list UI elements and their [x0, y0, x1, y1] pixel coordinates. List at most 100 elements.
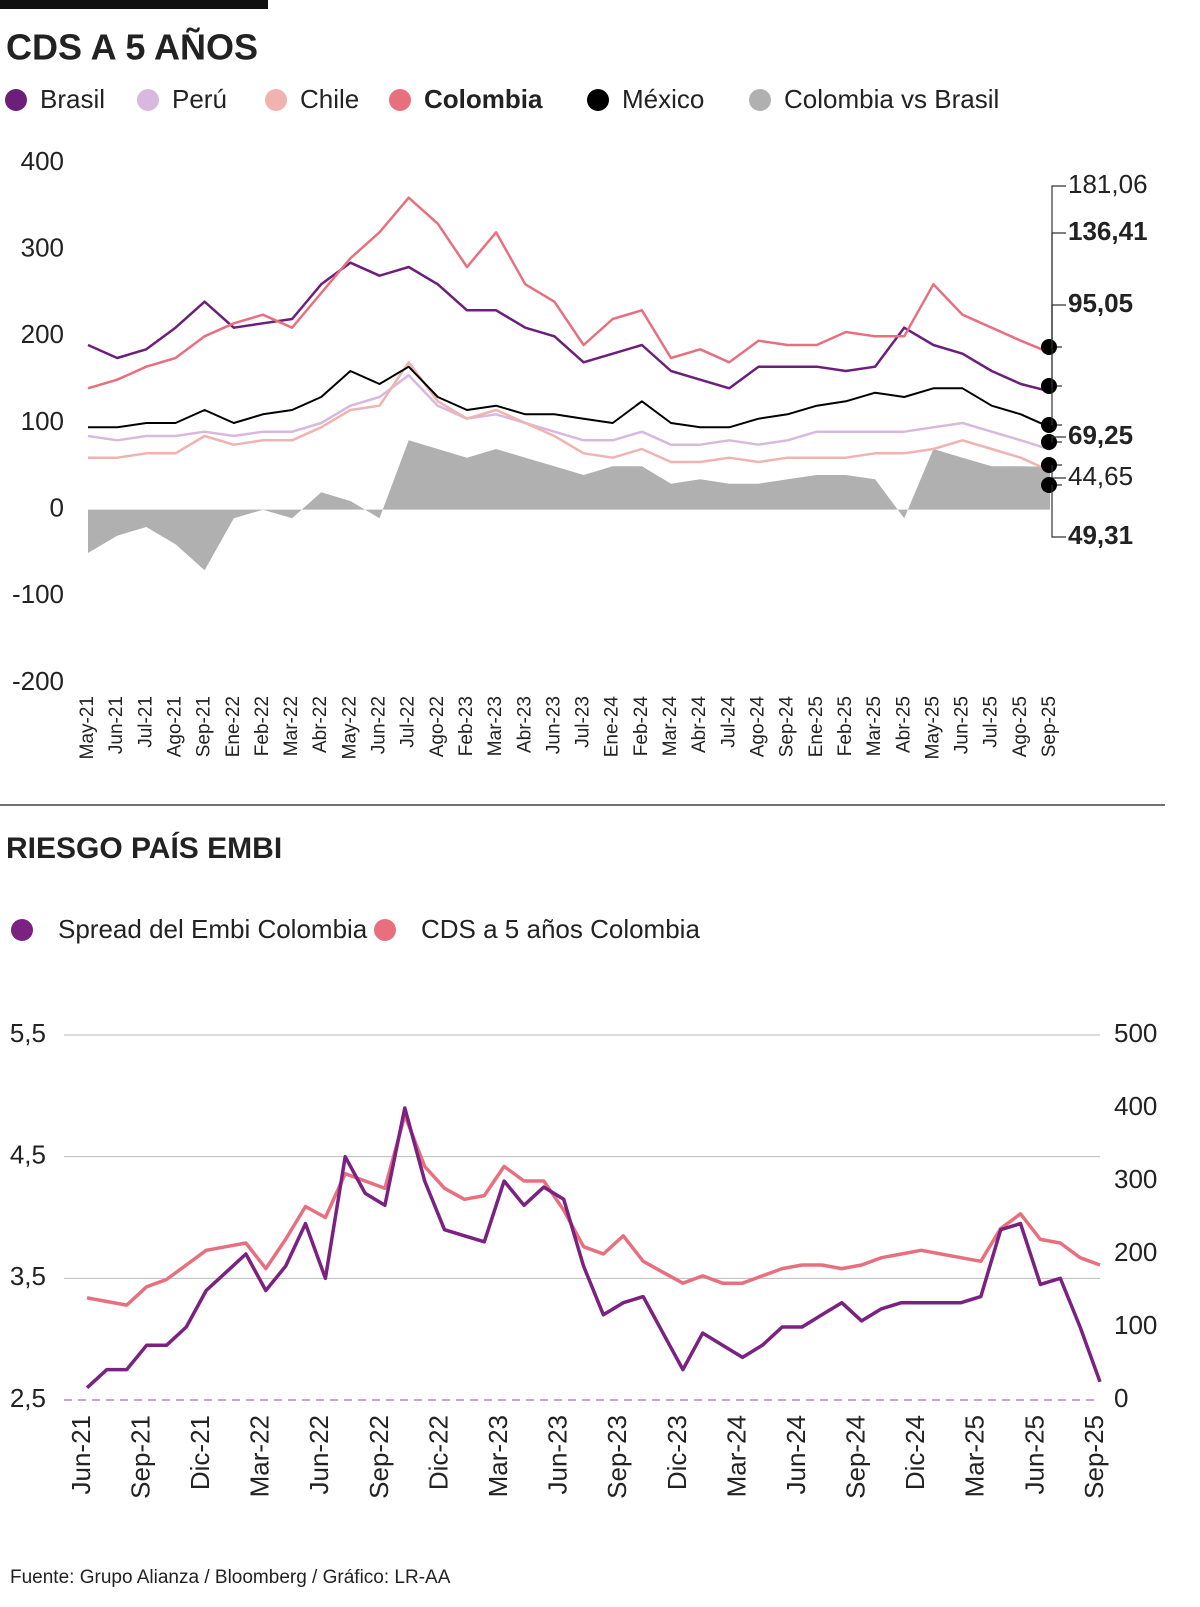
- x-tick-label: Dic-21: [185, 1415, 215, 1490]
- legend-label: Brasil: [40, 84, 105, 114]
- x-tick-label: Sep-25: [1039, 696, 1060, 757]
- y2-tick-label: 100: [1114, 1310, 1157, 1340]
- line: [87, 374, 1051, 451]
- leader-line: [1051, 185, 1066, 348]
- x-tick-label: Ago-21: [164, 696, 185, 757]
- legend-label: Spread del Embi Colombia: [58, 914, 368, 944]
- x-tick-label: Jun-25: [1019, 1415, 1049, 1495]
- x-tick-label: Feb-22: [252, 696, 273, 756]
- x-tick-label: Sep-21: [125, 1415, 155, 1499]
- x-tick-label: Sep-21: [194, 696, 215, 757]
- source: Fuente: Grupo Alianza / Bloomberg / Gráf…: [10, 1567, 451, 1588]
- y-tick-label: 5,5: [10, 1018, 46, 1048]
- legend-label: Chile: [300, 84, 359, 114]
- x-tick-label: Jun-24: [781, 1415, 811, 1495]
- value-label: 69,25: [1068, 420, 1133, 450]
- x-tick-label: Jun-25: [952, 696, 973, 754]
- y-tick-label: -200: [12, 666, 64, 696]
- leader-line: [1051, 436, 1066, 443]
- legend-swatch: [5, 89, 27, 111]
- x-tick-label: Abr-22: [310, 696, 331, 753]
- x-tick-label: May-25: [922, 696, 943, 759]
- legend-swatch: [265, 89, 287, 111]
- legend-label: Perú: [172, 84, 227, 114]
- x-tick-label: Sep-24: [841, 1415, 871, 1499]
- x-tick-label: Feb-23: [456, 696, 477, 756]
- y2-tick-label: 300: [1114, 1164, 1157, 1194]
- line: [87, 196, 1051, 390]
- y2-tick-label: 200: [1114, 1237, 1157, 1267]
- end-dot: [1041, 378, 1057, 394]
- x-tick-label: Abr-24: [689, 696, 710, 753]
- value-label: 181,06: [1068, 169, 1148, 199]
- legend-swatch: [11, 919, 33, 941]
- legend-label: Colombia: [424, 84, 543, 114]
- x-tick-label: Dic-24: [900, 1415, 930, 1490]
- end-dot: [1041, 457, 1057, 473]
- x-tick-label: Jul-25: [981, 696, 1002, 748]
- line: [85, 1106, 1102, 1390]
- end-dot: [1041, 477, 1057, 493]
- x-tick-label: Sep-23: [602, 1415, 632, 1499]
- x-tick-label: Mar-25: [960, 1415, 990, 1497]
- x-tick-label: Jun-21: [106, 696, 127, 754]
- x-tick-label: Jun-22: [369, 696, 390, 754]
- line: [86, 1113, 1101, 1307]
- x-tick-label: Mar-24: [721, 1415, 751, 1497]
- chart-title: CDS A 5 AÑOS: [6, 26, 258, 68]
- x-tick-label: Dic-22: [423, 1415, 453, 1490]
- line: [88, 365, 1051, 429]
- leader-line: [1051, 484, 1066, 538]
- y2-tick-label: 0: [1114, 1383, 1128, 1413]
- legend-label: Colombia vs Brasil: [784, 84, 999, 114]
- x-tick-label: Feb-25: [835, 696, 856, 756]
- end-dot: [1041, 417, 1057, 433]
- line: [87, 261, 1051, 393]
- legend-label: México: [622, 84, 704, 114]
- x-tick-label: Sep-22: [364, 1415, 394, 1499]
- chart-title: RIESGO PAÍS EMBI: [6, 831, 282, 865]
- x-tick-label: Ago-22: [427, 696, 448, 757]
- x-tick-label: Mar-22: [245, 1415, 275, 1497]
- x-tick-label: Dic-23: [662, 1415, 692, 1490]
- x-tick-label: May-21: [77, 696, 98, 759]
- x-tick-label: Mar-23: [483, 1415, 513, 1497]
- x-tick-label: Mar-23: [485, 696, 506, 756]
- x-tick-label: Jun-21: [66, 1415, 96, 1495]
- end-dot: [1041, 339, 1057, 355]
- leader-line: [1051, 304, 1066, 426]
- x-tick-label: May-22: [339, 696, 360, 759]
- y-tick-label: 200: [21, 319, 64, 349]
- top-bar: [0, 0, 268, 9]
- x-tick-label: Sep-25: [1079, 1415, 1109, 1499]
- x-tick-label: Ene-24: [602, 696, 623, 758]
- y-tick-label: 100: [21, 406, 64, 436]
- value-label: 44,65: [1068, 461, 1133, 491]
- y-tick-label: 3,5: [10, 1261, 46, 1291]
- y-tick-label: 400: [21, 146, 64, 176]
- y-tick-label: 2,5: [10, 1383, 46, 1413]
- x-tick-label: Jun-23: [543, 1415, 573, 1495]
- legend-swatch: [587, 89, 609, 111]
- x-tick-label: Sep-24: [777, 696, 798, 758]
- y-tick-label: 300: [21, 233, 64, 263]
- line: [88, 361, 1051, 473]
- x-tick-label: Mar-25: [864, 696, 885, 756]
- x-tick-label: Ene-22: [223, 696, 244, 757]
- x-tick-label: Ene-25: [806, 696, 827, 757]
- x-tick-label: Jul-23: [573, 696, 594, 748]
- x-tick-label: Jun-23: [543, 696, 564, 754]
- area: [88, 440, 1050, 571]
- y2-tick-label: 400: [1114, 1091, 1157, 1121]
- x-tick-label: Jul-22: [398, 696, 419, 748]
- x-tick-label: Abr-25: [893, 696, 914, 753]
- x-tick-label: Feb-24: [631, 696, 652, 757]
- value-label: 95,05: [1068, 288, 1133, 318]
- y-tick-label: -100: [12, 579, 64, 609]
- value-label: 49,31: [1068, 520, 1133, 550]
- value-label: 136,41: [1068, 216, 1148, 246]
- x-tick-label: Mar-24: [660, 696, 681, 757]
- end-dot: [1041, 434, 1057, 450]
- x-tick-label: Mar-22: [281, 696, 302, 756]
- legend-swatch: [749, 89, 771, 111]
